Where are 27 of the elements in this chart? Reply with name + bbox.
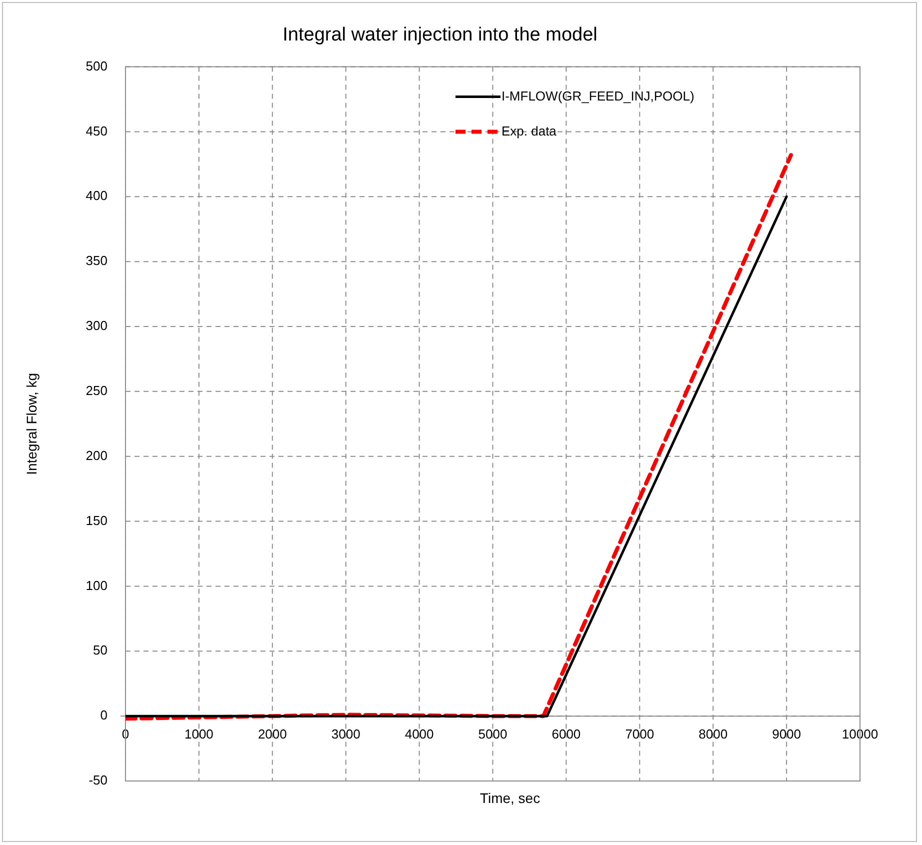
y-tick-label: 150 bbox=[86, 512, 108, 528]
x-tick-label: 8000 bbox=[698, 726, 728, 742]
x-tick-label: 5000 bbox=[478, 726, 508, 742]
y-tick-label: 50 bbox=[93, 642, 108, 658]
x-tick-label: 6000 bbox=[552, 726, 581, 742]
y-tick-label: 500 bbox=[86, 58, 108, 74]
y-tick-label: 200 bbox=[86, 448, 108, 463]
x-tick-label: 9000 bbox=[772, 726, 802, 742]
x-tick-label: 3000 bbox=[331, 726, 360, 742]
y-tick-label: 100 bbox=[86, 578, 108, 593]
y-axis-title: Integral Flow, kg bbox=[23, 372, 40, 475]
x-tick-label: 4000 bbox=[404, 726, 434, 742]
y-tick-label: 400 bbox=[86, 188, 108, 204]
legend-label: Exp. data bbox=[501, 123, 558, 138]
x-tick-label: 10000 bbox=[842, 726, 878, 742]
y-tick-label: 250 bbox=[86, 383, 108, 398]
y-tick-label: 450 bbox=[86, 123, 108, 138]
legend-label: I-MFLOW(GR_FEED_INJ,POOL) bbox=[501, 88, 694, 104]
y-tick-label: 0 bbox=[100, 708, 108, 723]
y-tick-label: -50 bbox=[88, 772, 108, 788]
y-tick-label: 300 bbox=[86, 318, 108, 334]
x-tick-label: 7000 bbox=[625, 726, 654, 742]
x-tick-label: 2000 bbox=[258, 726, 287, 742]
x-axis-title: Time, sec bbox=[478, 790, 542, 806]
x-tick-label: 1000 bbox=[184, 726, 214, 742]
chart-title: Integral water injection into the model bbox=[282, 24, 598, 46]
y-tick-label: 350 bbox=[86, 253, 108, 268]
